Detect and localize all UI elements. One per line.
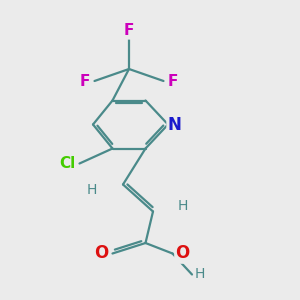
- Text: H: H: [195, 268, 206, 281]
- Text: N: N: [168, 116, 182, 134]
- Text: F: F: [168, 74, 178, 88]
- Text: H: H: [178, 199, 188, 212]
- Text: F: F: [124, 23, 134, 38]
- Text: H: H: [86, 184, 97, 197]
- Text: O: O: [176, 244, 190, 262]
- Text: O: O: [94, 244, 108, 262]
- Text: F: F: [80, 74, 90, 88]
- Text: Cl: Cl: [60, 156, 76, 171]
